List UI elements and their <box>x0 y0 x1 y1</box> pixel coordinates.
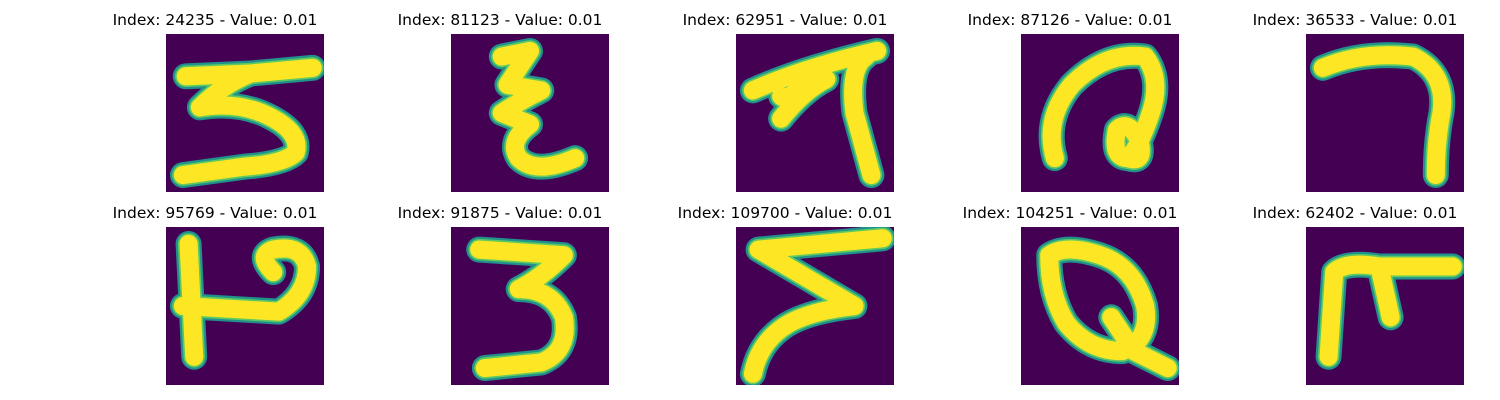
digit-image <box>736 227 894 385</box>
glyph-stroke <box>173 58 322 185</box>
digit-image <box>1021 227 1179 385</box>
panel-2: Index: 62951 - Value: 0.01 <box>635 0 935 192</box>
digit-image <box>736 34 894 192</box>
digit-image <box>166 227 324 385</box>
panel-title: Index: 109700 - Value: 0.01 <box>677 204 893 222</box>
digit-image <box>451 34 609 192</box>
panel-9: Index: 62402 - Value: 0.01 <box>1205 193 1500 385</box>
digit-image <box>1306 227 1464 385</box>
panel-0: Index: 24235 - Value: 0.01 <box>65 0 365 192</box>
panel-4: Index: 36533 - Value: 0.01 <box>1205 0 1500 192</box>
panel-title: Index: 24235 - Value: 0.01 <box>112 11 318 29</box>
glyph-stroke <box>1040 240 1177 378</box>
glyph-stroke <box>743 41 887 185</box>
digit-image <box>451 227 609 385</box>
glyph-stroke <box>1319 255 1462 366</box>
digit-image <box>166 34 324 192</box>
panel-3: Index: 87126 - Value: 0.01 <box>920 0 1220 192</box>
panel-title: Index: 81123 - Value: 0.01 <box>397 11 603 29</box>
panel-title: Index: 62402 - Value: 0.01 <box>1252 204 1458 222</box>
panel-7: Index: 109700 - Value: 0.01 <box>635 193 935 385</box>
glyph-stroke <box>1313 46 1452 185</box>
glyph-stroke <box>492 41 585 176</box>
glyph-stroke <box>1042 46 1165 169</box>
panel-1: Index: 81123 - Value: 0.01 <box>350 0 650 192</box>
panel-8: Index: 104251 - Value: 0.01 <box>920 193 1220 385</box>
panel-title: Index: 91875 - Value: 0.01 <box>397 204 603 222</box>
digit-image <box>1306 34 1464 192</box>
panel-title: Index: 95769 - Value: 0.01 <box>112 204 318 222</box>
glyph-stroke <box>743 229 892 383</box>
panel-title: Index: 104251 - Value: 0.01 <box>962 204 1178 222</box>
panel-title: Index: 62951 - Value: 0.01 <box>682 11 888 29</box>
glyph-stroke <box>470 240 574 378</box>
panel-title: Index: 36533 - Value: 0.01 <box>1252 11 1458 29</box>
glyph-stroke <box>173 234 317 366</box>
digit-image <box>1021 34 1179 192</box>
panel-6: Index: 91875 - Value: 0.01 <box>350 193 650 385</box>
panel-title: Index: 87126 - Value: 0.01 <box>967 11 1173 29</box>
panel-5: Index: 95769 - Value: 0.01 <box>65 193 365 385</box>
